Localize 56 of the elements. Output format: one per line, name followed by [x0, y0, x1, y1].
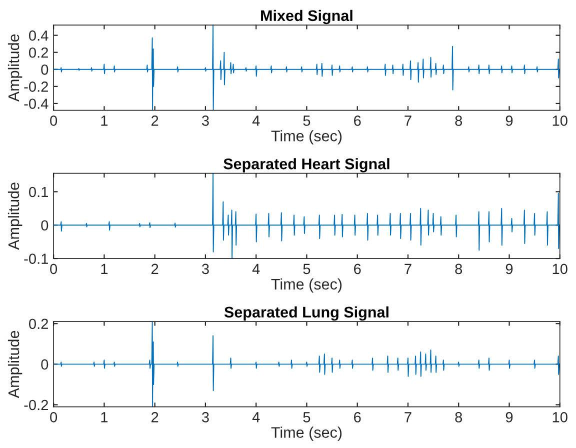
x-tick-label: 1: [101, 412, 108, 422]
x-tick-label: 7: [404, 116, 412, 126]
x-tick-label: 5: [303, 116, 310, 126]
x-tick-label: 8: [455, 264, 462, 274]
x-tick-label: 4: [252, 264, 260, 274]
x-tick-label: 8: [455, 116, 462, 126]
x-tick-label: 5: [303, 412, 310, 422]
x-tick-label: 3: [202, 116, 209, 126]
y-tick-label: -0.2: [24, 82, 48, 92]
y-tick-label: 0.1: [29, 186, 48, 198]
x-tick-label: 3: [202, 412, 209, 422]
x-tick-label: 10: [552, 116, 568, 126]
chart-title: Separated Heart Signal: [224, 158, 390, 172]
x-tick-label: 0: [50, 116, 58, 126]
x-tick-label: 7: [404, 412, 412, 422]
y-tick-label: 0.4: [29, 30, 48, 41]
x-axis-title: Time (sec): [271, 130, 342, 144]
y-tick-label: -0.4: [24, 98, 48, 109]
chart-title: Mixed Signal: [261, 10, 352, 24]
x-tick-label: 9: [506, 116, 513, 126]
x-tick-label: 3: [202, 264, 209, 274]
x-tick-label: 1: [101, 116, 108, 126]
y-tick-label: -0.1: [24, 254, 48, 264]
y-axis-title: Amplitude: [8, 34, 22, 102]
x-tick-label: 6: [354, 412, 361, 422]
x-tick-label: 6: [354, 264, 361, 274]
x-axis-title: Time (sec): [271, 426, 342, 441]
y-axis-title: Amplitude: [8, 330, 22, 398]
x-tick-label: 2: [152, 412, 158, 422]
x-tick-label: 2: [152, 116, 158, 126]
y-tick-label: 0.2: [29, 47, 48, 58]
x-tick-label: 6: [354, 116, 361, 126]
x-tick-label: 10: [552, 264, 568, 274]
x-tick-label: 4: [252, 412, 260, 422]
x-tick-label: 9: [506, 412, 513, 422]
y-tick-label: -0.2: [24, 400, 48, 410]
x-tick-label: 4: [252, 116, 260, 126]
x-tick-label: 5: [303, 264, 310, 274]
y-tick-label: 0.2: [29, 318, 48, 330]
line-series: [54, 173, 560, 259]
y-tick-label: 0: [41, 64, 48, 75]
y-tick-label: 0: [41, 220, 48, 231]
x-tick-label: 0: [50, 264, 58, 274]
x-tick-label: 1: [101, 264, 108, 274]
line-series: [54, 322, 560, 407]
line-series: [54, 25, 560, 110]
x-tick-label: 9: [506, 264, 513, 274]
y-axis-title: Amplitude: [8, 182, 22, 250]
y-tick-label: 0: [41, 359, 48, 370]
x-tick-label: 2: [152, 264, 158, 274]
x-tick-label: 7: [404, 264, 412, 274]
x-tick-label: 0: [50, 412, 58, 422]
x-axis-title: Time (sec): [271, 278, 342, 293]
chart-title: Separated Lung Signal: [224, 306, 388, 321]
x-tick-label: 10: [552, 412, 568, 422]
x-tick-label: 8: [455, 412, 462, 422]
